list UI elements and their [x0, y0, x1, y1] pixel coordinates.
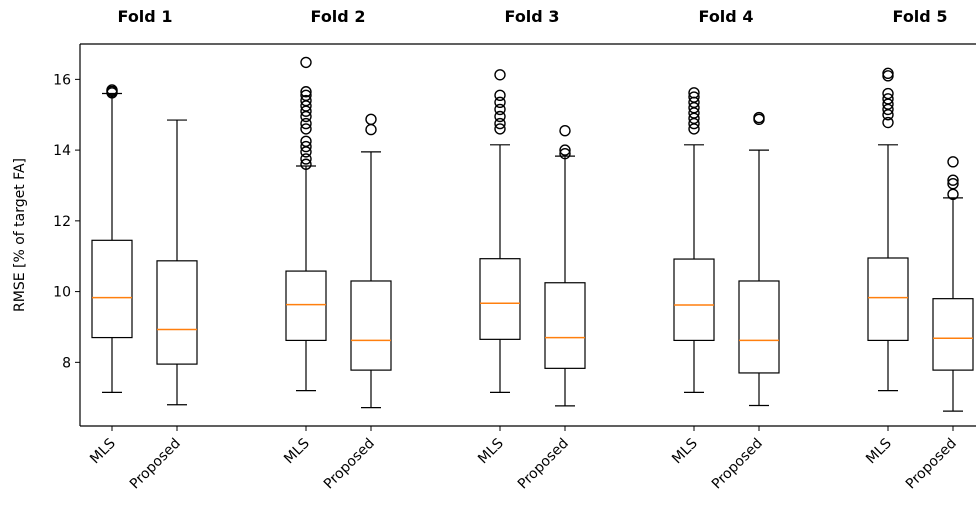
box-mls-iqr: [867, 257, 909, 342]
box-mls-outlier: [882, 93, 894, 105]
box-proposed-outlier: [559, 144, 571, 156]
box-mls-outlier: [494, 96, 506, 109]
box-proposed-outlier: [559, 147, 571, 160]
box-mls-outlier: [882, 70, 894, 82]
box-proposed-outlier: [947, 156, 959, 168]
box-mls-outlier: [300, 86, 312, 98]
fold-title: Fold 3: [505, 7, 560, 26]
x-tick-label: MLS: [281, 435, 313, 467]
box-mls-outlier: [300, 117, 312, 130]
x-tick-label: Proposed: [709, 436, 766, 493]
y-tick-label: 10: [53, 285, 71, 301]
box-mls-outlier: [300, 158, 312, 170]
box-proposed-outlier: [365, 123, 377, 136]
box-proposed-iqr: [544, 282, 586, 369]
x-tick-label: Proposed: [903, 436, 960, 493]
y-tick-label: 14: [53, 143, 71, 159]
box-mls-outlier: [300, 140, 312, 153]
y-tick-label: 16: [53, 72, 71, 88]
box-mls-outlier: [300, 135, 312, 147]
x-tick-label: MLS: [669, 435, 701, 467]
box-mls-outlier: [300, 94, 312, 107]
box-mls-iqr: [91, 239, 133, 339]
box-proposed-outlier: [365, 113, 377, 126]
box-mls-outlier: [882, 67, 894, 80]
fold-title: Fold 4: [699, 7, 754, 26]
box-mls-outlier: [688, 87, 700, 99]
box-mls-outlier: [494, 69, 506, 81]
box-mls-outlier: [688, 91, 700, 103]
box-mls-outlier: [882, 116, 894, 129]
box-mls-iqr: [673, 258, 715, 342]
fold-title: Fold 1: [118, 7, 173, 26]
x-tick-label: Proposed: [127, 436, 184, 493]
y-axis-label: RMSE [% of target FA]: [12, 158, 28, 312]
box-proposed-iqr: [932, 298, 974, 371]
box-mls-outlier: [300, 123, 312, 135]
box-mls-outlier: [300, 89, 312, 101]
x-tick-label: MLS: [475, 435, 507, 467]
box-mls-outlier: [494, 110, 506, 123]
y-tick-label: 12: [53, 214, 71, 230]
box-mls-outlier: [494, 89, 506, 101]
box-mls-outlier: [300, 56, 312, 69]
box-mls-iqr: [479, 258, 521, 340]
box-proposed-outlier: [947, 174, 959, 186]
x-tick-label: Proposed: [321, 436, 378, 493]
box-proposed-outlier: [753, 111, 765, 124]
box-proposed-iqr: [738, 280, 780, 374]
fold-title: Fold 5: [893, 7, 948, 26]
x-tick-label: MLS: [863, 435, 895, 467]
x-tick-label: MLS: [87, 435, 119, 467]
box-mls-outlier: [300, 153, 312, 165]
box-mls-outlier: [106, 84, 118, 96]
y-tick-label: 8: [62, 355, 71, 371]
box-mls-outlier: [882, 87, 894, 100]
box-proposed-iqr: [350, 280, 392, 371]
x-tick-label: Proposed: [515, 436, 572, 493]
box-proposed-outlier: [947, 178, 959, 190]
box-mls-outlier: [494, 117, 506, 130]
box-mls-iqr: [285, 270, 327, 342]
fold-title: Fold 2: [311, 7, 366, 26]
box-proposed-iqr: [156, 260, 198, 365]
box-mls-outlier: [494, 103, 506, 116]
box-proposed-outlier: [559, 124, 571, 137]
box-mls-outlier: [494, 123, 506, 135]
